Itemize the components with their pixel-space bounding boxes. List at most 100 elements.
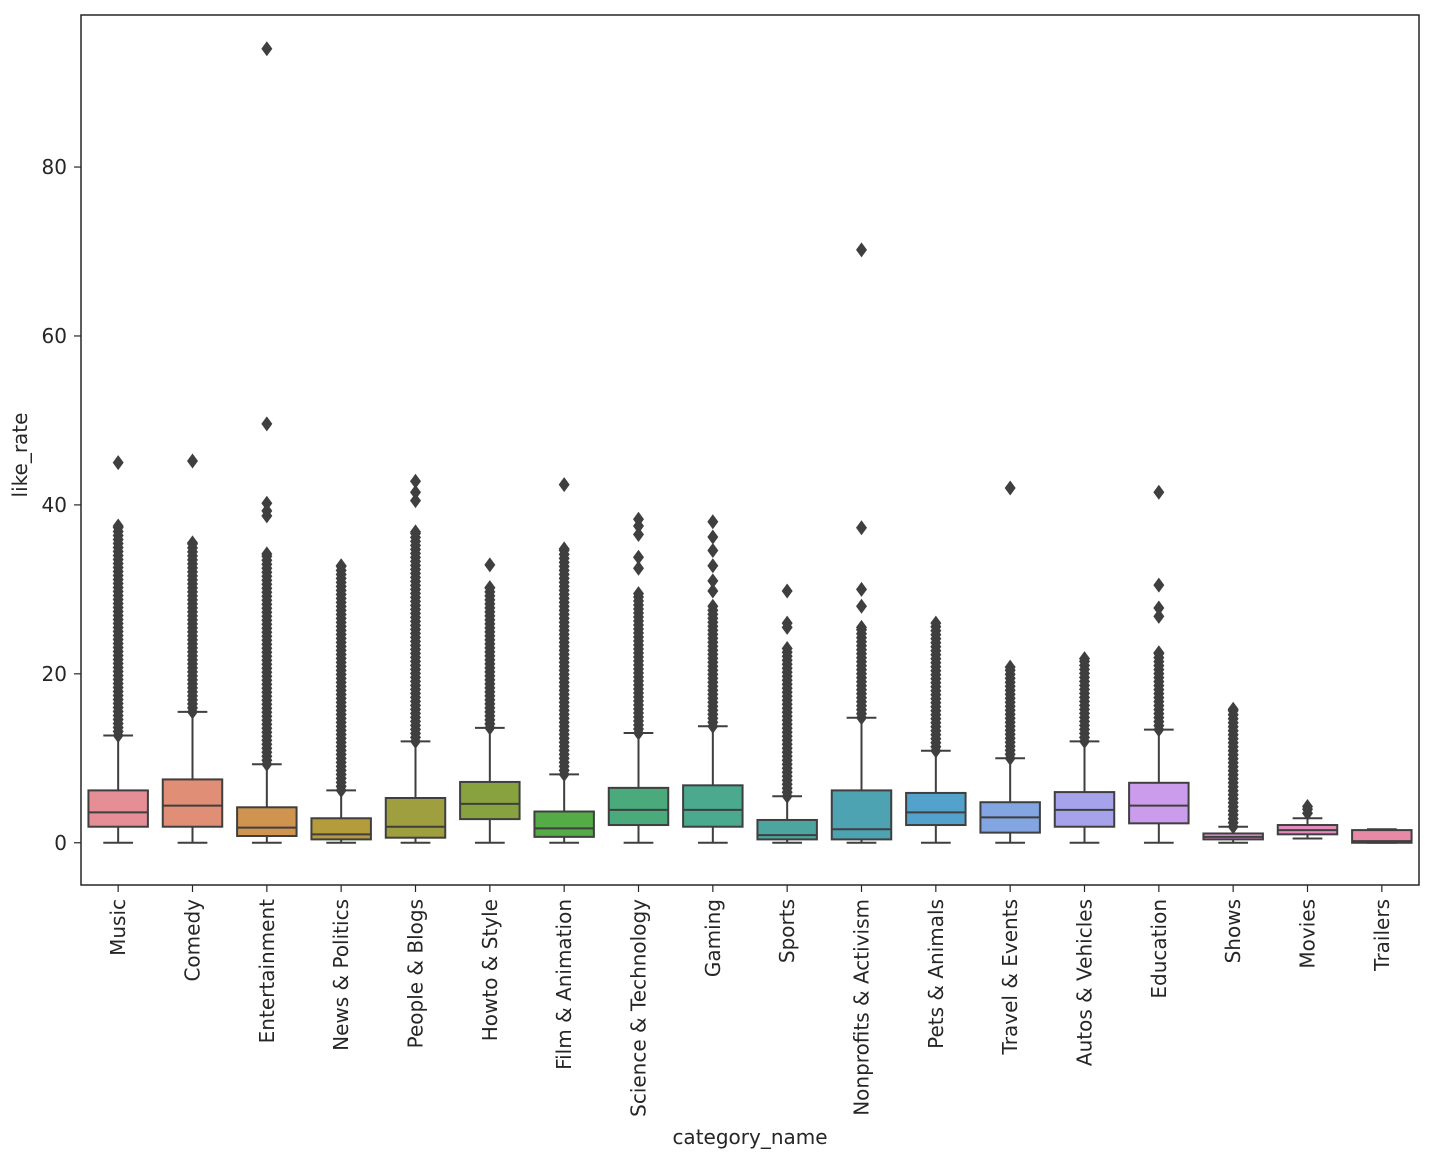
outlier-marker [633,560,644,576]
box-iqr [756,818,818,841]
box-iqr [607,786,670,827]
outlier-marker [707,529,719,545]
outlier-marker [781,640,793,656]
x-tick-label: Sports [775,899,799,963]
box-group [1276,798,1339,840]
y-tick-label: 40 [42,493,67,517]
outlier-marker [856,520,867,536]
outlier-marker [187,535,198,551]
x-tick-label: Howto & Style [478,899,502,1041]
outlier-marker [484,580,496,596]
box-iqr [830,789,893,841]
outlier-marker [1004,659,1016,675]
box-iqr [459,780,521,821]
outlier-marker [558,541,570,557]
box-group [756,583,818,844]
outlier-marker [633,526,644,542]
box-iqr [682,784,744,828]
outlier-marker [261,495,273,511]
y-tick-label: 60 [42,324,67,348]
outlier-marker [112,518,124,534]
y-tick-label: 80 [42,155,67,179]
x-tick-label: Autos & Vehicles [1073,899,1097,1066]
outlier-marker [1079,651,1090,667]
outlier-marker [1227,701,1239,717]
x-tick-label: Science & Technology [627,899,651,1117]
outlier-marker [930,615,942,631]
box-group [1351,828,1413,844]
outlier-marker [484,557,496,573]
x-tick-label: Entertainment [255,899,279,1043]
y-axis: 0 20 40 60 80 [42,155,81,855]
outlier-marker [1153,608,1165,624]
box-iqr [905,791,967,827]
box-group [1202,701,1264,844]
box-group [830,242,893,844]
x-tick-label: Film & Animation [552,899,576,1070]
outlier-marker [707,558,719,574]
x-tick-label: Trailers [1370,899,1394,972]
outlier-marker [410,493,421,509]
box-group [1128,484,1190,844]
outlier-marker [1302,798,1313,814]
outlier-marker [856,581,867,597]
x-tick-label: Comedy [181,899,205,982]
box-iqr [533,810,595,838]
x-tick-label: Shows [1221,899,1245,963]
x-tick-label: Nonprofits & Activism [850,899,874,1116]
boxes-layer [87,41,1413,844]
x-tick-label: Music [106,899,130,956]
outlier-marker [1153,600,1165,616]
outlier-marker [1153,577,1165,593]
outlier-marker [707,514,719,530]
box-iqr [87,789,149,828]
box-iqr [161,778,224,828]
outlier-marker [707,543,719,559]
box-group [236,41,298,844]
box-iqr [236,806,298,838]
box-group [310,558,372,844]
y-tick-label: 0 [54,831,67,855]
x-tick-label: Education [1147,899,1171,999]
box-group [979,480,1041,844]
box-iqr [1128,781,1190,825]
outlier-marker [261,503,273,519]
box-iqr [1351,829,1413,844]
box-iqr [384,797,447,839]
outlier-marker [633,586,644,602]
x-tick-label: News & Politics [329,899,353,1051]
box-group [682,514,744,844]
outlier-marker [856,619,867,635]
outlier-marker [707,573,719,589]
box-group [161,453,224,844]
outlier-marker [335,558,347,574]
box-group [384,473,447,844]
outlier-marker [410,473,421,489]
x-axis-label: category_name [672,1125,827,1149]
y-axis-label: like_rate [8,413,32,498]
box-group [87,455,149,844]
outlier-marker [410,524,421,540]
outlier-marker [261,546,273,562]
outlier-marker [856,242,867,258]
y-tick-label: 20 [42,662,67,686]
outlier-marker [633,511,644,527]
outlier-marker [1153,484,1165,500]
outlier-marker [261,41,273,57]
outlier-marker [781,583,793,599]
outlier-marker [187,453,198,469]
outlier-marker [707,598,719,614]
outlier-marker [856,598,867,614]
plot-area-frame [80,14,1420,886]
x-tick-label: Travel & Events [998,899,1022,1055]
outlier-marker [410,484,421,500]
x-tick-label: Movies [1296,899,1320,969]
box-group [1053,651,1116,844]
x-axis: Music Comedy Entertainment News & Politics P… [106,885,1394,1117]
outlier-marker [707,583,719,599]
outlier-marker [633,549,644,565]
box-iqr [310,817,372,841]
box-group [607,511,670,844]
